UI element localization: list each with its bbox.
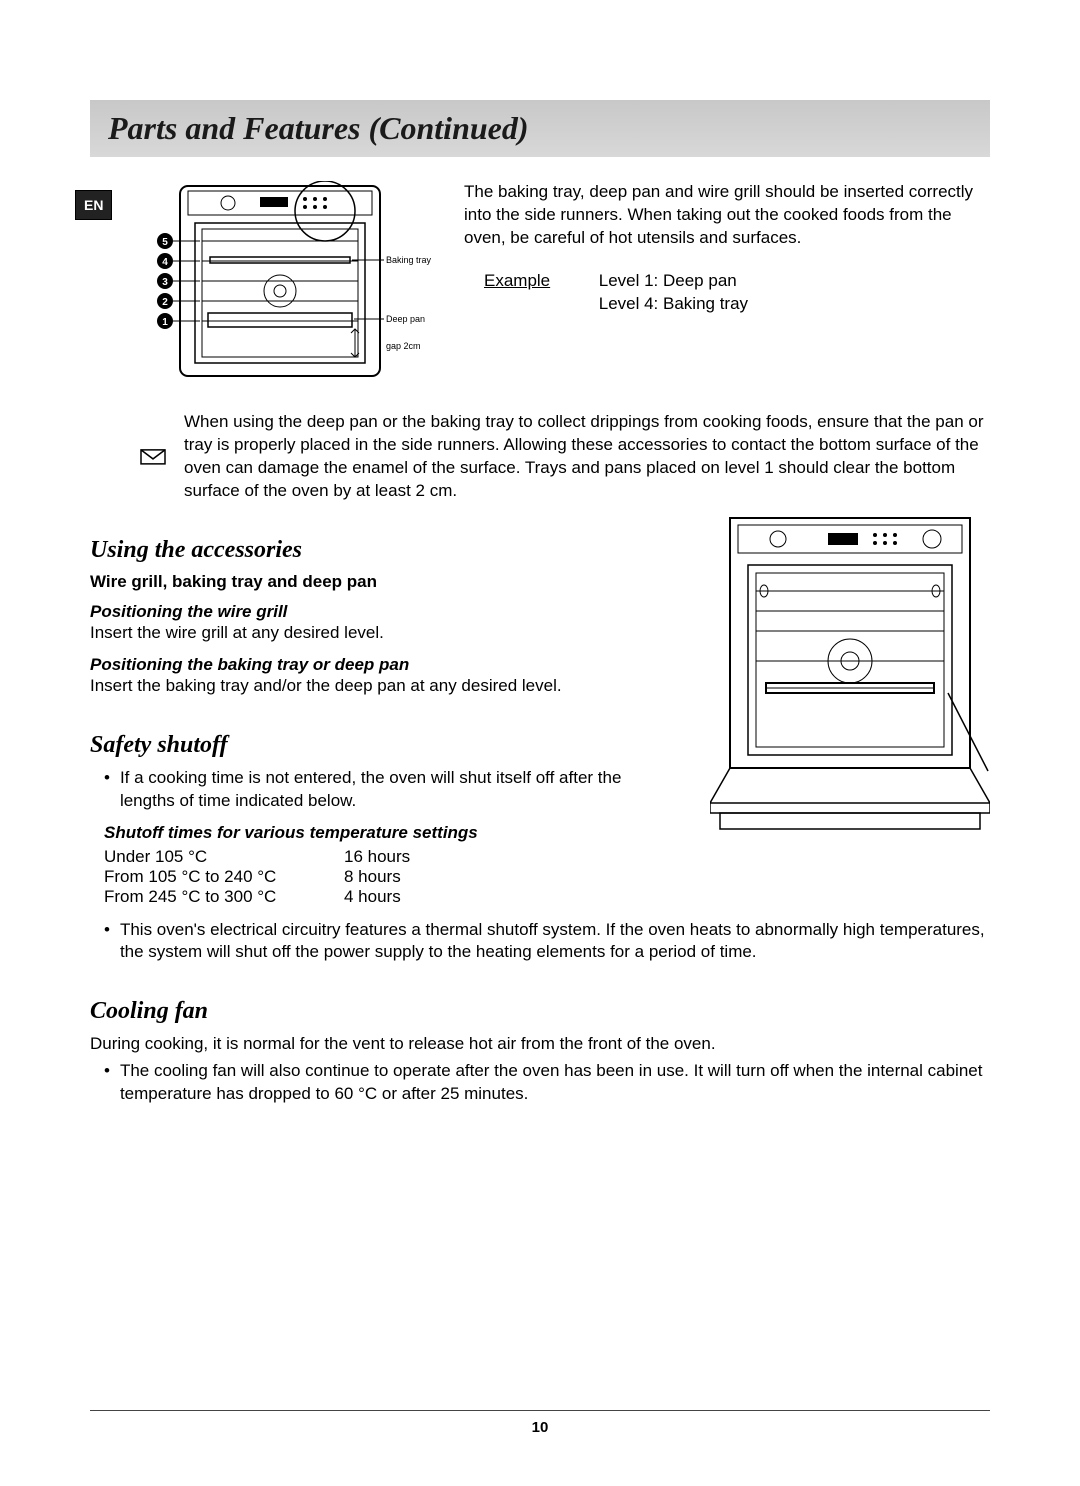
- safety-bullet-1: • If a cooking time is not entered, the …: [104, 767, 650, 813]
- table-row: From 105 °C to 240 °C 8 hours: [104, 867, 650, 887]
- example-line1: Level 1: Deep pan: [599, 271, 737, 290]
- positioning-wire-heading: Positioning the wire grill: [90, 602, 650, 622]
- page-title: Parts and Features (Continued): [108, 110, 972, 147]
- cooling-fan-text: During cooking, it is normal for the ven…: [90, 1033, 990, 1056]
- time-cell: 16 hours: [344, 847, 444, 867]
- bullet-icon: •: [104, 767, 110, 813]
- top-row: 5 4 3 2 1 Baking tray Deep pan gap 2cm T…: [140, 181, 990, 381]
- page-number: 10: [90, 1410, 990, 1436]
- table-row: From 245 °C to 300 °C 4 hours: [104, 887, 650, 907]
- table-row: Under 105 °C 16 hours: [104, 847, 650, 867]
- svg-text:3: 3: [162, 277, 168, 288]
- example-values: Level 1: Deep pan Level 4: Baking tray: [599, 270, 748, 316]
- positioning-tray-heading: Positioning the baking tray or deep pan: [90, 655, 650, 675]
- bullet-icon: •: [104, 919, 110, 965]
- oven-levels-diagram: 5 4 3 2 1 Baking tray Deep pan gap 2cm: [140, 181, 440, 381]
- left-column: Using the accessories Wire grill, baking…: [90, 537, 650, 907]
- positioning-tray-text: Insert the baking tray and/or the deep p…: [90, 675, 650, 698]
- example-line2: Level 4: Baking tray: [599, 294, 748, 313]
- example-block: Example Level 1: Deep pan Level 4: Bakin…: [484, 270, 990, 316]
- time-cell: 8 hours: [344, 867, 444, 887]
- temp-cell: From 105 °C to 240 °C: [104, 867, 344, 887]
- mid-section: Using the accessories Wire grill, baking…: [90, 537, 990, 1106]
- using-accessories-heading: Using the accessories: [90, 537, 650, 564]
- bullet-icon: •: [104, 1060, 110, 1106]
- intro-text-block: The baking tray, deep pan and wire grill…: [464, 181, 990, 381]
- gap-label: gap 2cm: [386, 341, 421, 351]
- time-cell: 4 hours: [344, 887, 444, 907]
- wire-grill-subhead: Wire grill, baking tray and deep pan: [90, 572, 650, 592]
- cooling-fan-heading: Cooling fan: [90, 998, 990, 1025]
- envelope-note-icon: [140, 411, 166, 503]
- oven-open-diagram: [710, 513, 990, 833]
- page-content: Parts and Features (Continued) EN: [0, 0, 1080, 1166]
- svg-text:4: 4: [162, 257, 168, 268]
- temp-cell: From 245 °C to 300 °C: [104, 887, 344, 907]
- example-label: Example: [484, 270, 594, 293]
- positioning-wire-text: Insert the wire grill at any desired lev…: [90, 622, 650, 645]
- note-row: When using the deep pan or the baking tr…: [140, 411, 990, 503]
- cooling-bullet-text: The cooling fan will also continue to op…: [120, 1060, 990, 1106]
- intro-paragraph: The baking tray, deep pan and wire grill…: [464, 181, 990, 250]
- svg-text:1: 1: [162, 317, 168, 328]
- temp-cell: Under 105 °C: [104, 847, 344, 867]
- baking-tray-label: Baking tray: [386, 255, 432, 265]
- title-bar: Parts and Features (Continued): [90, 100, 990, 157]
- safety-bullet1-text: If a cooking time is not entered, the ov…: [120, 767, 650, 813]
- svg-text:2: 2: [162, 297, 168, 308]
- shutoff-times-heading: Shutoff times for various temperature se…: [104, 823, 650, 843]
- safety-shutoff-heading: Safety shutoff: [90, 732, 650, 759]
- deep-pan-label: Deep pan: [386, 314, 425, 324]
- safety-bullet2-text: This oven's electrical circuitry feature…: [120, 919, 990, 965]
- svg-text:5: 5: [162, 237, 168, 248]
- shutoff-table: Under 105 °C 16 hours From 105 °C to 240…: [104, 847, 650, 907]
- safety-bullet-2: • This oven's electrical circuitry featu…: [104, 919, 990, 965]
- cooling-bullet: • The cooling fan will also continue to …: [104, 1060, 990, 1106]
- language-tab: EN: [75, 190, 112, 220]
- note-text: When using the deep pan or the baking tr…: [184, 411, 990, 503]
